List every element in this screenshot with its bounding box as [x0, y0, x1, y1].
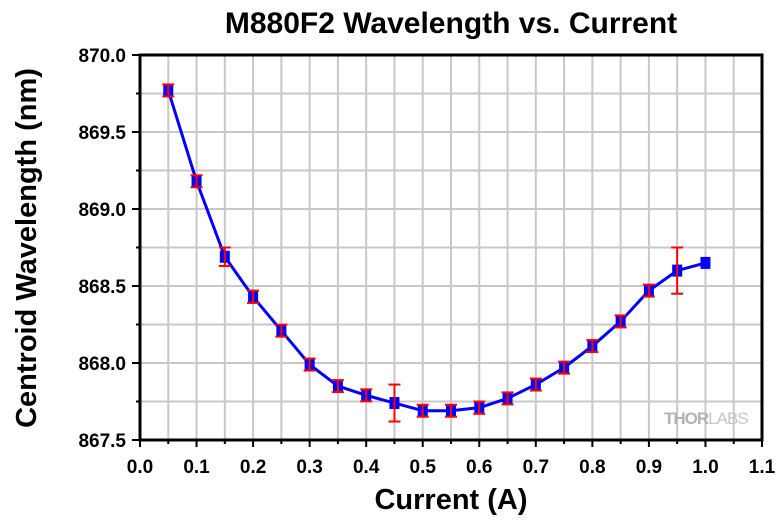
y-tick-labels: 867.5 868.0 868.5 869.0 869.5 870.0 [78, 46, 126, 452]
x-tick-label: 1.1 [749, 457, 776, 478]
watermark-light: LABS [708, 409, 748, 428]
x-axis-label: Current (A) [374, 484, 527, 516]
grid [140, 55, 762, 440]
x-tick-label: 0.4 [353, 457, 380, 478]
y-tick-label: 869.5 [78, 123, 126, 144]
thorlabs-watermark: THOR LABS [664, 409, 749, 428]
y-tick-label: 869.0 [78, 200, 126, 221]
y-tick-label: 867.5 [78, 431, 126, 452]
x-tick-label: 0.1 [183, 457, 210, 478]
y-axis-label: Centroid Wavelength (nm) [11, 68, 43, 428]
x-tick-label: 0.7 [523, 457, 549, 478]
x-tick-label: 1.0 [692, 457, 718, 478]
axes [132, 53, 764, 447]
x-tick-label: 0.0 [127, 457, 153, 478]
series-layer [162, 83, 711, 423]
x-tick-label: 0.9 [636, 457, 662, 478]
x-tick-label: 0.3 [296, 457, 322, 478]
x-tick-labels: 0.0 0.1 0.2 0.3 0.4 0.5 0.6 0.7 0.8 0.9 1.0 1.1 [127, 457, 776, 478]
x-tick-label: 0.8 [579, 457, 605, 478]
y-tick-label: 870.0 [78, 46, 126, 67]
x-tick-label: 0.6 [466, 457, 492, 478]
data-point-marker [700, 256, 711, 269]
y-tick-label: 868.0 [78, 354, 126, 375]
x-tick-label: 0.5 [410, 457, 437, 478]
y-tick-label: 868.5 [78, 277, 126, 298]
watermark-bold: THOR [664, 409, 709, 428]
chart-title: M880F2 Wavelength vs. Current [225, 7, 677, 40]
x-tick-label: 0.2 [240, 457, 266, 478]
